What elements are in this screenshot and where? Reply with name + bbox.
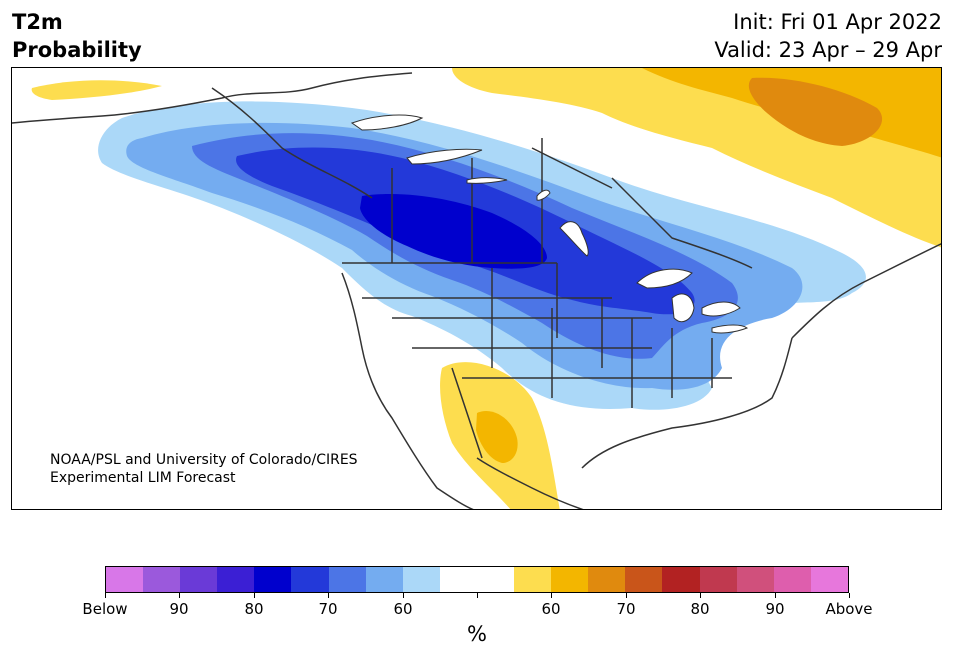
colorbar-tick-label: 80 xyxy=(244,600,264,618)
colorbar-segment xyxy=(476,567,515,592)
colorbar-segment xyxy=(588,567,626,592)
colorbar-tick-label: Below xyxy=(82,600,128,618)
lakes xyxy=(350,114,748,334)
warm-60-west xyxy=(31,80,162,100)
colorbar-tick-label: 90 xyxy=(169,600,189,618)
colorbar-segment xyxy=(402,567,440,592)
colorbar-tick-label: 60 xyxy=(541,600,561,618)
forecast-map: NOAA/PSL and University of Colorado/CIRE… xyxy=(11,67,942,510)
colorbar-tick xyxy=(403,593,404,598)
colorbar-tick-label: Above xyxy=(825,600,873,618)
colorbar-tick xyxy=(477,593,478,598)
colorbar-segment xyxy=(662,567,700,592)
cold-85-contour xyxy=(360,193,547,269)
credit-line-1: NOAA/PSL and University of Colorado/CIRE… xyxy=(50,452,358,468)
colorbar-segment xyxy=(106,567,144,592)
init-date: Init: Fri 01 Apr 2022 xyxy=(733,10,942,34)
colorbar-tick xyxy=(700,593,701,598)
colorbar-tick-label: 90 xyxy=(765,600,785,618)
colorbar-segment xyxy=(736,567,774,592)
colorbar-tick-label: 60 xyxy=(393,600,413,618)
colorbar-segment xyxy=(699,567,737,592)
chart-title: T2m Probability xyxy=(12,8,142,64)
colorbar-tick xyxy=(849,593,850,598)
colorbar-tick xyxy=(179,593,180,598)
colorbar-segment xyxy=(291,567,329,592)
valid-range: Valid: 23 Apr – 29 Apr xyxy=(714,38,942,62)
colorbar-segment xyxy=(551,567,589,592)
warm-70-north xyxy=(748,77,883,146)
variable-label: T2m xyxy=(12,10,63,34)
credit-line-2: Experimental LIM Forecast xyxy=(50,470,236,486)
colorbar-segment xyxy=(217,567,255,592)
colorbar-segment xyxy=(439,567,477,592)
colorbar-segment xyxy=(365,567,403,592)
colorbar-tick xyxy=(328,593,329,598)
colorbar-tick-label: 70 xyxy=(318,600,338,618)
credit-text: NOAA/PSL and University of Colorado/CIRE… xyxy=(50,451,358,487)
colorbar-segment xyxy=(143,567,181,592)
colorbar-tick xyxy=(626,593,627,598)
coastlines xyxy=(12,72,941,509)
kind-label: Probability xyxy=(12,38,142,62)
date-info: Init: Fri 01 Apr 2022 Valid: 23 Apr – 29… xyxy=(714,8,942,64)
colorbar xyxy=(105,566,849,593)
colorbar-segment xyxy=(254,567,292,592)
colorbar-segment xyxy=(810,567,848,592)
colorbar-tick xyxy=(551,593,552,598)
colorbar-segment xyxy=(328,567,366,592)
colorbar-segment xyxy=(514,567,552,592)
colorbar-unit: % xyxy=(467,622,487,646)
colorbar-segment xyxy=(625,567,663,592)
colorbar-tick-label: 80 xyxy=(690,600,710,618)
map-svg xyxy=(12,68,941,509)
warm-65-southwest xyxy=(476,410,518,463)
colorbar-tick xyxy=(775,593,776,598)
colorbar-tick-label: 70 xyxy=(616,600,636,618)
colorbar-tick xyxy=(254,593,255,598)
colorbar-segment xyxy=(773,567,811,592)
colorbar-segment xyxy=(180,567,218,592)
colorbar-tick xyxy=(105,593,106,598)
